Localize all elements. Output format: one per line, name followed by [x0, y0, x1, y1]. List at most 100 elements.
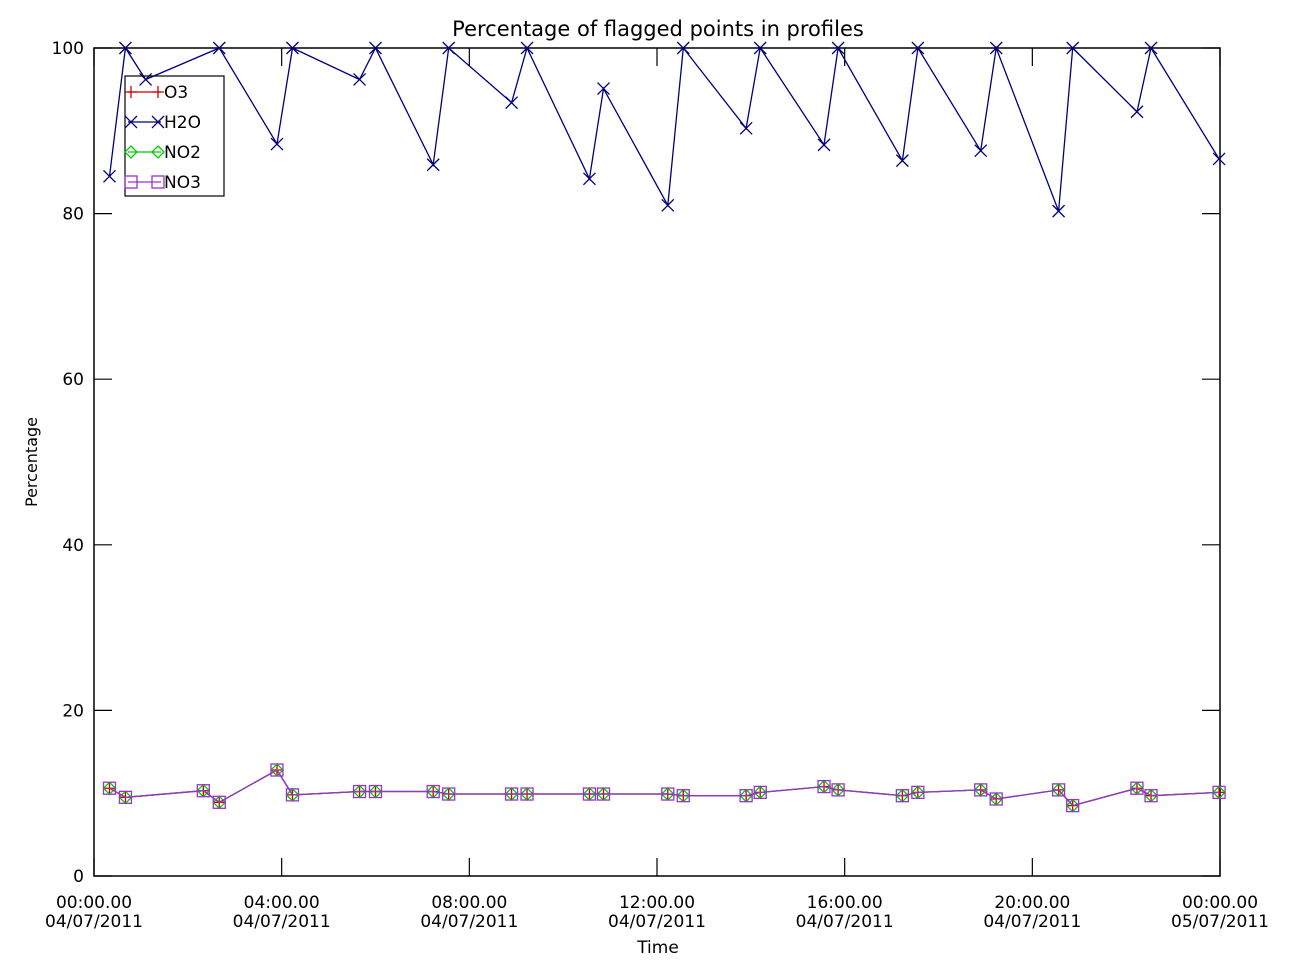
data-point-no3	[520, 787, 534, 801]
legend-marker-no3	[151, 175, 165, 189]
y-tick-label: 40	[62, 536, 84, 556]
data-point-h2o	[353, 73, 367, 86]
data-point-h2o	[426, 158, 440, 172]
data-point-no3	[352, 784, 367, 799]
data-point-h2o	[597, 82, 610, 96]
legend-item-h2o: H2O	[124, 113, 201, 133]
data-point-h2o	[103, 169, 116, 183]
x-tick-label-date: 04/07/2011	[983, 912, 1081, 932]
y-tick-label: 100	[52, 39, 84, 59]
data-point-no3	[118, 790, 133, 804]
data-point-h2o	[1052, 204, 1066, 218]
legend-label-no3: NO3	[164, 173, 201, 193]
x-tick-label-time: 08:00.00	[431, 893, 507, 913]
data-point-h2o	[1212, 152, 1226, 166]
x-tick-label-date: 04/07/2011	[608, 912, 706, 932]
data-point-h2o	[739, 121, 753, 135]
data-point-h2o	[661, 198, 675, 212]
data-point-h2o	[505, 96, 519, 110]
legend-item-no3: NO3	[124, 173, 201, 193]
legend: O3 H2O NO2 NO3	[124, 75, 225, 197]
data-point-no3	[989, 792, 1003, 806]
data-point-no3	[1051, 783, 1066, 797]
data-point-no3	[504, 787, 519, 801]
data-point-no3	[196, 784, 210, 798]
data-point-h2o	[212, 41, 226, 55]
legend-item-no2: NO2	[124, 143, 201, 163]
legend-marker-o3	[152, 86, 164, 98]
axis-ticks: 02040608010000:00.0004/07/201104:00.0004…	[45, 39, 1269, 932]
y-tick-label: 80	[62, 205, 84, 225]
data-point-h2o	[974, 144, 988, 158]
x-tick-label-time: 04:00.00	[244, 893, 320, 913]
data-point-h2o	[582, 172, 596, 186]
data-point-h2o	[1130, 105, 1144, 119]
x-tick-label-time: 20:00.00	[994, 893, 1070, 913]
series-h2o	[103, 41, 1226, 218]
legend-marker-h2o	[151, 115, 165, 129]
plot-frame	[93, 47, 1221, 877]
data-point-no3	[285, 788, 300, 802]
x-tick-label-time: 00:00.00	[56, 893, 132, 913]
data-point-no3	[1212, 785, 1226, 800]
data-point-no3	[676, 789, 690, 803]
data-point-h2o	[118, 41, 132, 55]
legend-marker-h2o	[124, 115, 138, 129]
data-point-no3	[102, 781, 117, 795]
data-point-h2o	[1066, 41, 1080, 55]
data-point-no3	[753, 785, 767, 800]
data-point-no3	[212, 795, 226, 809]
data-point-h2o	[270, 137, 284, 151]
data-point-no3	[911, 785, 925, 800]
series-layer	[102, 41, 1226, 813]
legend-box	[124, 75, 225, 197]
y-tick-label: 0	[73, 867, 84, 887]
legend-marker-no2	[151, 145, 165, 159]
data-point-h2o	[817, 138, 831, 152]
data-point-no3	[368, 784, 383, 799]
data-point-no3	[1066, 798, 1080, 813]
data-point-h2o	[520, 41, 534, 55]
data-point-no3	[817, 779, 831, 794]
data-point-h2o	[442, 41, 456, 55]
data-point-no3	[895, 789, 910, 803]
data-point-h2o	[369, 41, 382, 55]
x-tick-label-time: 12:00.00	[619, 893, 695, 913]
legend-marker-o3	[125, 86, 137, 98]
series-line-h2o	[108, 45, 1220, 212]
data-point-no3	[426, 784, 440, 799]
data-point-no3	[442, 787, 456, 801]
x-tick-label-date: 04/07/2011	[796, 912, 894, 932]
data-point-no3	[596, 787, 611, 801]
series-no3	[102, 763, 1226, 813]
data-point-no3	[739, 789, 753, 803]
y-axis-label: Percentage	[22, 417, 41, 507]
x-tick-label-date: 04/07/2011	[45, 912, 143, 932]
data-point-h2o	[753, 41, 767, 55]
x-tick-label-time: 16:00.00	[807, 893, 883, 913]
data-point-h2o	[139, 73, 153, 86]
data-point-h2o	[1144, 41, 1158, 55]
x-tick-label-date: 05/07/2011	[1171, 912, 1269, 932]
x-tick-label-date: 04/07/2011	[420, 912, 518, 932]
data-point-no3	[1130, 781, 1144, 795]
legend-label-h2o: H2O	[164, 113, 201, 133]
data-point-h2o	[989, 41, 1003, 55]
legend-item-o3: O3	[125, 83, 188, 103]
data-point-h2o	[831, 41, 845, 55]
data-point-h2o	[911, 41, 925, 55]
x-tick-label-date: 04/07/2011	[233, 912, 331, 932]
data-point-no3	[661, 787, 675, 801]
data-point-h2o	[895, 154, 909, 168]
data-point-h2o	[676, 41, 690, 55]
data-point-no3	[831, 783, 845, 797]
data-point-no3	[974, 783, 988, 797]
legend-label-no2: NO2	[164, 143, 201, 163]
legend-marker-no3	[124, 175, 138, 189]
data-point-h2o	[285, 41, 299, 55]
data-point-no3	[270, 763, 284, 777]
series-line-no3	[109, 769, 1220, 807]
legend-label-o3: O3	[164, 83, 188, 103]
legend-marker-no2	[124, 145, 138, 159]
data-point-no3	[1144, 789, 1158, 803]
